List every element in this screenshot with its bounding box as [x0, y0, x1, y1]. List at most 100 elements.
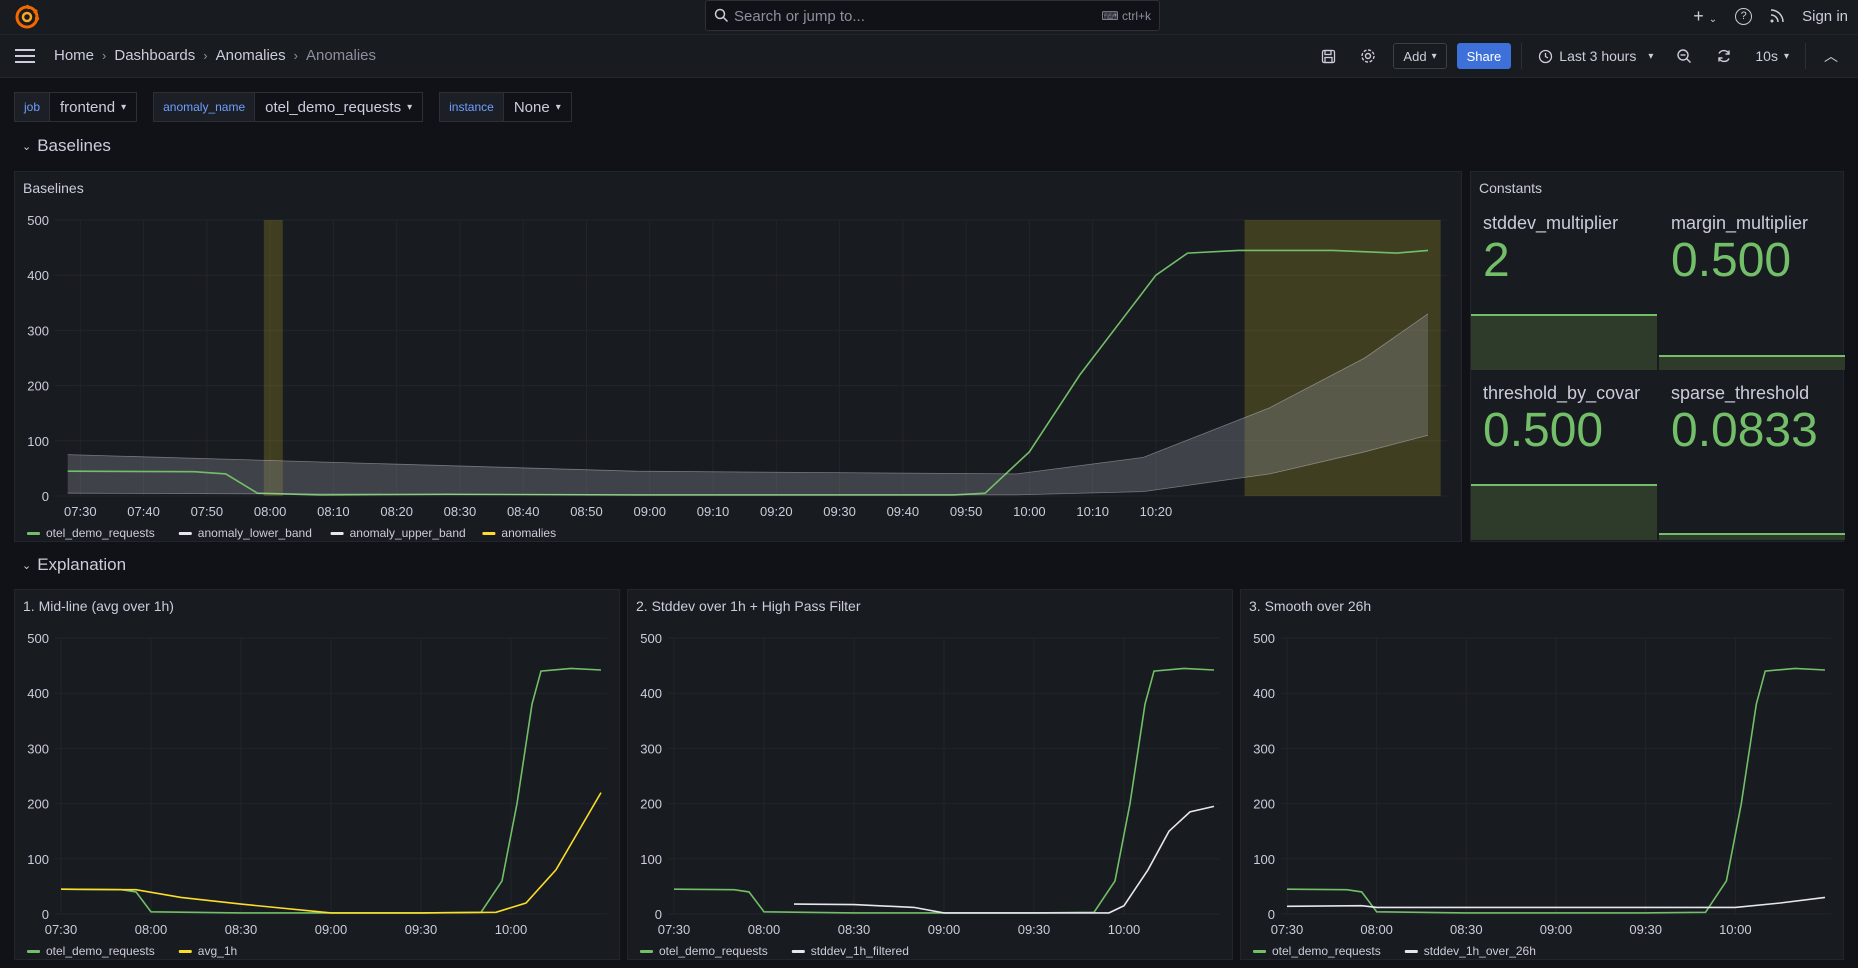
y-tick-label: 100: [27, 434, 49, 449]
panel-smooth[interactable]: 3. Smooth over 26h 0 100 200 300 400 500 07:30…: [1240, 589, 1844, 960]
dashboard-settings-button[interactable]: [1353, 41, 1383, 71]
y-tick-label: 500: [640, 631, 662, 646]
x-tick-label: 10:00: [1013, 504, 1046, 519]
stat-label: margin_multiplier: [1671, 213, 1809, 233]
breadcrumb-current: Anomalies: [305, 47, 377, 64]
x-tick-label: 08:00: [748, 922, 781, 937]
x-tick-label: 08:00: [254, 504, 287, 519]
add-button[interactable]: Add ▾: [1393, 43, 1447, 69]
y-tick-label: 0: [655, 907, 662, 922]
x-tick-label: 07:30: [658, 922, 691, 937]
chevron-right-icon: ›: [293, 48, 298, 63]
search-input[interactable]: Search or jump to... ⌨ ctrl+k: [705, 0, 1160, 31]
breadcrumb-dashboards[interactable]: Dashboards: [114, 47, 196, 64]
series-line-anomaly_lower_band: [67, 434, 1429, 496]
stat-sparkline-fill: [1659, 533, 1845, 540]
variable-value-anomaly-name: otel_demo_requests: [265, 98, 402, 116]
variable-label-instance: instance: [439, 92, 504, 122]
new-plus-button[interactable]: + ⌄: [1693, 5, 1718, 26]
stat-label: sparse_threshold: [1671, 383, 1810, 403]
breadcrumb-home[interactable]: Home: [54, 47, 95, 64]
gear-icon: [1361, 49, 1376, 63]
variable-select-job[interactable]: frontend ▾: [50, 92, 138, 122]
panel-constants[interactable]: Constants stddev_multiplier 2 margin_mul…: [1470, 171, 1845, 542]
panel-midline[interactable]: 1. Mid-line (avg over 1h) 0 100 200 300 400 5…: [14, 589, 620, 960]
legend-label: otel_demo_requests: [46, 944, 155, 958]
legend-swatch: [640, 950, 653, 953]
zoom-out-button[interactable]: [1669, 41, 1699, 71]
breadcrumb-folder[interactable]: Anomalies: [215, 47, 286, 64]
variable-value-instance: None: [513, 98, 550, 116]
legend-label: avg_1h: [198, 944, 237, 958]
variable-select-anomaly-name[interactable]: otel_demo_requests ▾: [255, 92, 424, 122]
rss-feed-icon[interactable]: [1770, 9, 1784, 23]
legend-label: anomaly_lower_band: [198, 526, 312, 540]
row-header-baselines[interactable]: ⌄ Baselines: [22, 136, 111, 156]
y-tick-label: 200: [27, 379, 49, 394]
add-button-label: Add: [1403, 48, 1427, 64]
legend-swatch: [178, 532, 192, 535]
y-tick-label: 300: [27, 323, 49, 338]
x-tick-label: 08:30: [838, 922, 871, 937]
x-tick-label: 08:50: [570, 504, 603, 519]
dashboard-nav-bar: Home › Dashboards › Anomalies › Anomalie…: [0, 35, 1858, 78]
sign-in-link[interactable]: Sign in: [1802, 7, 1848, 25]
x-tick-label: 10:00: [1108, 922, 1141, 937]
grafana-logo-icon[interactable]: [14, 4, 40, 30]
help-icon[interactable]: ?: [1735, 7, 1753, 25]
menu-icon[interactable]: [15, 48, 35, 64]
search-placeholder: Search or jump to...: [734, 8, 865, 25]
chevron-down-icon: ▾: [1648, 50, 1654, 62]
y-tick-label: 100: [27, 852, 49, 867]
refresh-button[interactable]: [1709, 41, 1739, 71]
variable-value-job: frontend: [60, 98, 116, 116]
anomaly-region: [1244, 220, 1441, 496]
x-tick-label: 08:00: [135, 922, 168, 937]
x-tick-label: 09:30: [405, 922, 438, 937]
series-line-anomaly_upper_band: [67, 313, 1429, 475]
y-tick-label: 200: [27, 797, 49, 812]
row-title-explanation: Explanation: [37, 555, 127, 574]
legend-label: stddev_1h_filtered: [811, 944, 909, 958]
stat-sparse-threshold: sparse_threshold 0.0833: [1659, 377, 1845, 540]
y-tick-label: 500: [27, 631, 49, 646]
toolbar-divider: [1805, 43, 1806, 69]
stat-margin-multiplier: margin_multiplier 0.500: [1659, 207, 1845, 370]
panel-baselines[interactable]: Baselines 0 100 200 300 400 500 07:30 07:40 07:5…: [14, 171, 1462, 542]
series-line-avg_1h: [60, 792, 602, 914]
stat-label: threshold_by_covar: [1483, 383, 1641, 403]
chevron-down-icon: ⌄: [22, 140, 32, 153]
chevron-down-icon: ▾: [121, 101, 127, 113]
smooth-chart: 0 100 200 300 400 500 07:30 08:00 08:30 09:00 09:3…: [1253, 631, 1831, 958]
y-tick-label: 0: [42, 489, 49, 504]
y-tick-label: 300: [1253, 741, 1275, 756]
stat-threshold-by-covar: threshold_by_covar 0.500: [1471, 377, 1657, 540]
panel-stddev[interactable]: 2. Stddev over 1h + High Pass Filter 0 10…: [627, 589, 1233, 960]
time-range-picker[interactable]: Last 3 hours ▾: [1532, 41, 1659, 71]
collapse-toolbar-button[interactable]: ︿: [1816, 41, 1846, 71]
refresh-interval-picker[interactable]: 10s ▾: [1749, 41, 1795, 71]
chevron-down-icon: ▾: [555, 101, 561, 113]
legend-label: stddev_1h_over_26h: [1424, 944, 1536, 958]
save-dashboard-button[interactable]: [1313, 41, 1343, 71]
x-tick-label: 09:10: [697, 504, 730, 519]
chevron-down-icon: ▾: [407, 101, 413, 113]
chevron-down-icon: ⌄: [1708, 13, 1718, 25]
y-tick-label: 0: [42, 907, 49, 922]
legend-label: anomalies: [501, 526, 556, 540]
baselines-chart: 0 100 200 300 400 500 07:30 07:40 07:50 08:00 08:1…: [27, 213, 1447, 540]
y-tick-label: 500: [27, 213, 49, 228]
chevron-down-icon: ▾: [1431, 50, 1437, 62]
x-tick-label: 09:30: [823, 504, 856, 519]
variable-label-job: job: [14, 92, 51, 122]
y-tick-label: 100: [640, 852, 662, 867]
share-button[interactable]: Share: [1456, 43, 1512, 69]
x-tick-label: 07:40: [127, 504, 160, 519]
stddev-chart: 0 100 200 300 400 500 07:30 08:00 08:30 09:00 09:3…: [640, 631, 1220, 958]
legend-swatch: [27, 532, 40, 535]
anomaly-region: [263, 220, 283, 496]
legend-swatch: [178, 950, 192, 953]
legend-swatch: [482, 532, 496, 535]
row-header-explanation[interactable]: ⌄ Explanation: [22, 555, 126, 575]
variable-select-instance[interactable]: None ▾: [503, 92, 572, 122]
